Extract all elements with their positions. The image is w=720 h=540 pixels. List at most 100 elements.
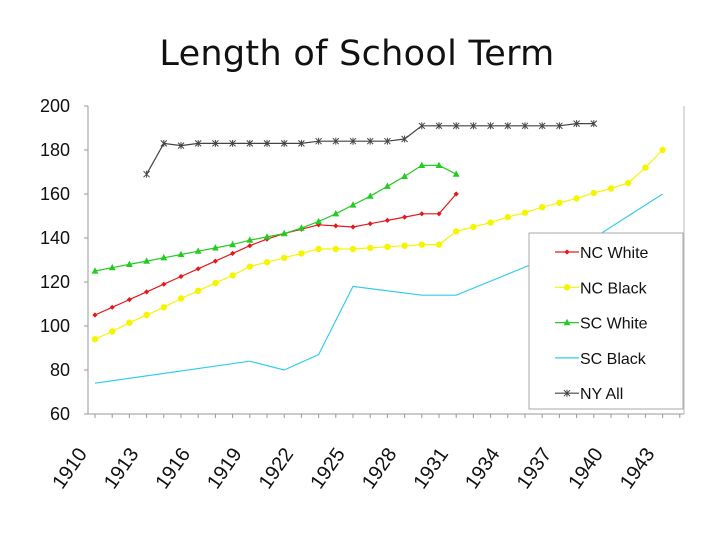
data-point xyxy=(332,245,339,253)
data-point xyxy=(263,259,271,266)
data-point xyxy=(160,139,168,147)
data-point xyxy=(298,224,305,231)
data-point xyxy=(109,304,115,310)
y-tick-label: 140 xyxy=(40,228,70,248)
legend-label: NC White xyxy=(580,245,649,262)
data-point xyxy=(642,164,649,171)
x-tick-label: 1934 xyxy=(461,444,505,493)
data-point xyxy=(315,217,322,225)
data-point xyxy=(453,191,459,197)
data-point xyxy=(281,254,288,261)
data-point xyxy=(91,336,99,343)
x-tick-label: 1925 xyxy=(306,444,350,493)
data-point xyxy=(194,139,202,147)
series-nc-black xyxy=(91,146,666,343)
data-point xyxy=(229,139,236,147)
series-layer xyxy=(91,120,666,384)
legend-item: NC White xyxy=(555,245,649,262)
data-point xyxy=(401,135,408,143)
data-point xyxy=(177,250,185,258)
y-tick-label: 100 xyxy=(40,316,70,336)
data-point xyxy=(401,172,408,179)
data-point xyxy=(659,146,666,154)
data-point xyxy=(212,258,218,264)
data-point xyxy=(384,182,391,189)
data-point xyxy=(538,122,546,130)
data-point xyxy=(564,249,570,255)
data-point xyxy=(418,161,426,168)
data-point xyxy=(556,122,563,130)
data-point xyxy=(607,185,615,192)
data-point xyxy=(573,195,580,202)
data-point xyxy=(419,211,425,217)
data-point xyxy=(263,139,271,147)
data-point xyxy=(487,122,494,130)
legend-item: SC Black xyxy=(555,351,647,368)
data-point xyxy=(246,263,253,270)
series-line-nc-white xyxy=(94,193,457,316)
data-point xyxy=(418,122,426,130)
data-point xyxy=(315,137,322,145)
series-sc-white xyxy=(91,161,460,274)
data-point xyxy=(195,266,201,272)
y-axis-ticks: 200 180 160 140 120 100 80 60 xyxy=(40,96,88,424)
data-point xyxy=(453,228,460,235)
x-tick-label: 1919 xyxy=(203,444,247,493)
data-point xyxy=(504,122,512,130)
data-point xyxy=(556,199,563,206)
data-point xyxy=(177,142,185,150)
legend: NC White NC Black SC White SC Black NY All xyxy=(528,232,684,410)
y-tick-label: 80 xyxy=(50,360,70,380)
data-point xyxy=(298,250,305,257)
data-point xyxy=(350,224,356,230)
data-point xyxy=(563,318,571,326)
y-tick-label: 180 xyxy=(40,140,70,160)
data-point xyxy=(452,170,460,177)
x-tick-label: 1910 xyxy=(48,444,92,493)
series-sc-black xyxy=(94,193,663,384)
data-point xyxy=(563,284,571,291)
x-tick-label: 1931 xyxy=(410,444,454,493)
series-ny-all xyxy=(143,120,598,178)
data-point xyxy=(161,281,167,287)
data-point xyxy=(367,221,373,227)
data-point xyxy=(230,250,236,256)
data-point xyxy=(349,245,357,253)
plot-frame xyxy=(87,106,685,415)
data-point xyxy=(212,139,219,147)
data-point xyxy=(384,217,390,223)
series-line-sc-white xyxy=(94,164,457,272)
data-point xyxy=(402,214,408,220)
data-point xyxy=(539,204,546,211)
data-point xyxy=(160,304,167,311)
data-point xyxy=(333,223,339,229)
data-point xyxy=(590,120,598,128)
data-point xyxy=(452,122,460,130)
data-point xyxy=(298,139,305,147)
data-point xyxy=(263,233,271,240)
data-point xyxy=(178,273,184,280)
data-point xyxy=(126,260,133,267)
data-point xyxy=(349,137,357,145)
data-point xyxy=(126,319,133,326)
data-point xyxy=(384,243,391,250)
data-point xyxy=(401,242,408,249)
legend-item: SC White xyxy=(555,316,648,333)
data-point xyxy=(332,210,340,217)
legend-box xyxy=(528,232,684,410)
data-point xyxy=(160,254,168,261)
x-tick-label: 1913 xyxy=(100,444,144,493)
data-point xyxy=(487,219,494,226)
data-point xyxy=(625,179,632,187)
data-point xyxy=(212,279,219,287)
data-point xyxy=(92,312,98,318)
y-tick-label: 200 xyxy=(40,96,70,116)
data-point xyxy=(384,137,391,145)
data-point xyxy=(246,236,254,243)
data-point xyxy=(91,267,99,274)
series-nc-white xyxy=(92,191,459,318)
data-point xyxy=(143,170,150,178)
legend-label: NY All xyxy=(580,386,623,403)
data-point xyxy=(521,209,529,216)
data-point xyxy=(590,189,597,197)
